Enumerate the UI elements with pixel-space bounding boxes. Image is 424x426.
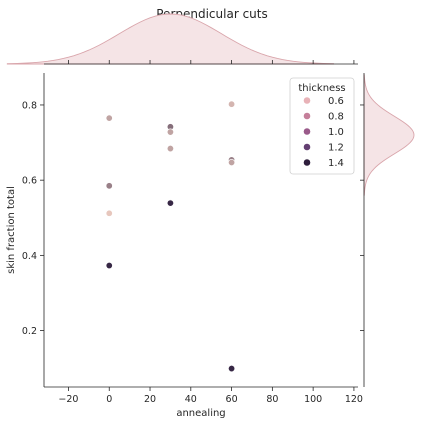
x-tick-label: 100 xyxy=(304,394,322,405)
y-tick-label: 0.8 xyxy=(22,100,37,111)
scatter-point xyxy=(166,128,174,136)
scatter-point xyxy=(228,365,236,373)
scatter-point xyxy=(105,182,113,190)
legend-marker xyxy=(303,96,311,105)
legend-marker xyxy=(303,112,311,120)
x-ticks: −20 0 20 40 60 80 100 120 xyxy=(58,387,363,405)
x-tick-label: 60 xyxy=(226,394,238,405)
legend-marker xyxy=(303,143,311,151)
x-axis-label: annealing xyxy=(176,408,225,419)
marginal-y-density xyxy=(363,74,415,196)
marginal-x-plot xyxy=(6,13,358,65)
x-tick-label: 80 xyxy=(266,394,278,405)
legend-label: 1.0 xyxy=(328,127,344,138)
legend-label: 1.2 xyxy=(328,143,344,154)
x-tick-label: 120 xyxy=(345,394,363,405)
scatter-point xyxy=(105,209,113,217)
scatter-point xyxy=(166,145,174,153)
y-tick-label: 0.4 xyxy=(22,251,37,262)
scatter-point xyxy=(166,199,174,207)
y-ticks: 0.2 0.4 0.6 0.8 xyxy=(22,100,44,337)
x-tick-label: 0 xyxy=(106,394,112,405)
main-scatter-plot: −20 0 20 40 60 80 100 120 0.2 0.4 0.6 0.8 annealin… xyxy=(6,60,364,419)
scatter-point xyxy=(105,114,113,122)
legend-label: 1.4 xyxy=(328,158,344,169)
legend-marker xyxy=(303,158,311,167)
y-tick-label: 0.6 xyxy=(22,176,37,187)
legend: thickness 0.6 0.8 1.0 1.2 1.4 xyxy=(289,77,355,175)
scatter-point xyxy=(228,100,236,108)
y-axis-label: skin fraction total xyxy=(6,186,17,274)
x-tick-label: −20 xyxy=(58,394,78,405)
scatter-points xyxy=(105,100,236,373)
x-tick-label: 40 xyxy=(185,394,197,405)
x-tick-label: 20 xyxy=(144,394,156,405)
legend-label: 0.6 xyxy=(328,96,344,107)
legend-title: thickness xyxy=(298,83,345,94)
scatter-point xyxy=(105,262,113,270)
legend-entries: 0.6 0.8 1.0 1.2 1.4 xyxy=(303,96,344,169)
legend-marker xyxy=(303,127,311,136)
marginal-y-plot xyxy=(363,73,415,387)
legend-label: 0.8 xyxy=(328,112,344,123)
scatter-point xyxy=(228,158,236,166)
marginal-x-density xyxy=(6,13,334,65)
y-tick-label: 0.2 xyxy=(22,326,37,337)
